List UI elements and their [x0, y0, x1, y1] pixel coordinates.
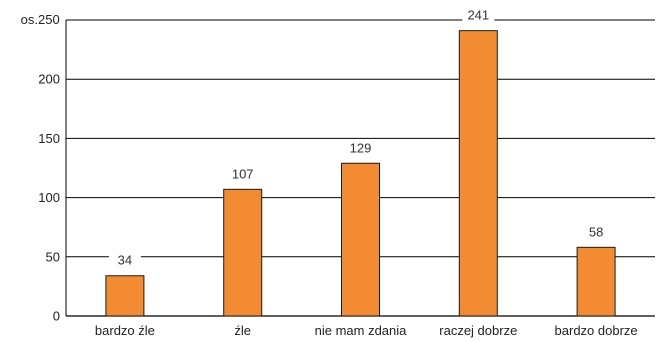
bar: [458, 30, 498, 317]
category-label: źle: [234, 323, 251, 338]
category-label: nie mam zdania: [315, 323, 408, 338]
data-labels: 34 107 129 241 58: [108, 8, 613, 269]
data-label-background: [226, 167, 259, 183]
data-label-background: [344, 141, 377, 157]
y-tick-label: 50: [46, 249, 60, 264]
x-axis-category-labels: bardzo źle źle nie mam zdania raczej dobrze…: [95, 323, 638, 338]
bar: [576, 246, 616, 317]
y-tick-label: 250: [38, 12, 60, 27]
bars: [105, 30, 616, 317]
bar: [105, 275, 145, 317]
data-label: 58: [589, 224, 603, 239]
data-label-background: [108, 253, 141, 269]
y-tick-label: 0: [53, 309, 60, 324]
bar: [341, 162, 380, 317]
y-tick-label: 150: [38, 131, 60, 146]
data-label: 241: [467, 8, 489, 23]
category-label: raczej dobrze: [439, 323, 517, 338]
y-axis-unit-label: os.: [21, 12, 38, 27]
category-label: bardzo dobrze: [555, 323, 638, 338]
y-tick-label: 100: [38, 190, 60, 205]
data-label: 107: [232, 166, 254, 181]
y-tick-label: 200: [38, 72, 60, 87]
y-axis-tick-labels: 0 50 100 150 200 250: [38, 12, 60, 324]
category-label: bardzo źle: [95, 323, 155, 338]
data-label: 34: [118, 253, 132, 268]
data-label-background: [580, 225, 613, 241]
data-label: 129: [350, 140, 372, 155]
data-label-background: [462, 8, 495, 24]
bar: [223, 188, 263, 317]
